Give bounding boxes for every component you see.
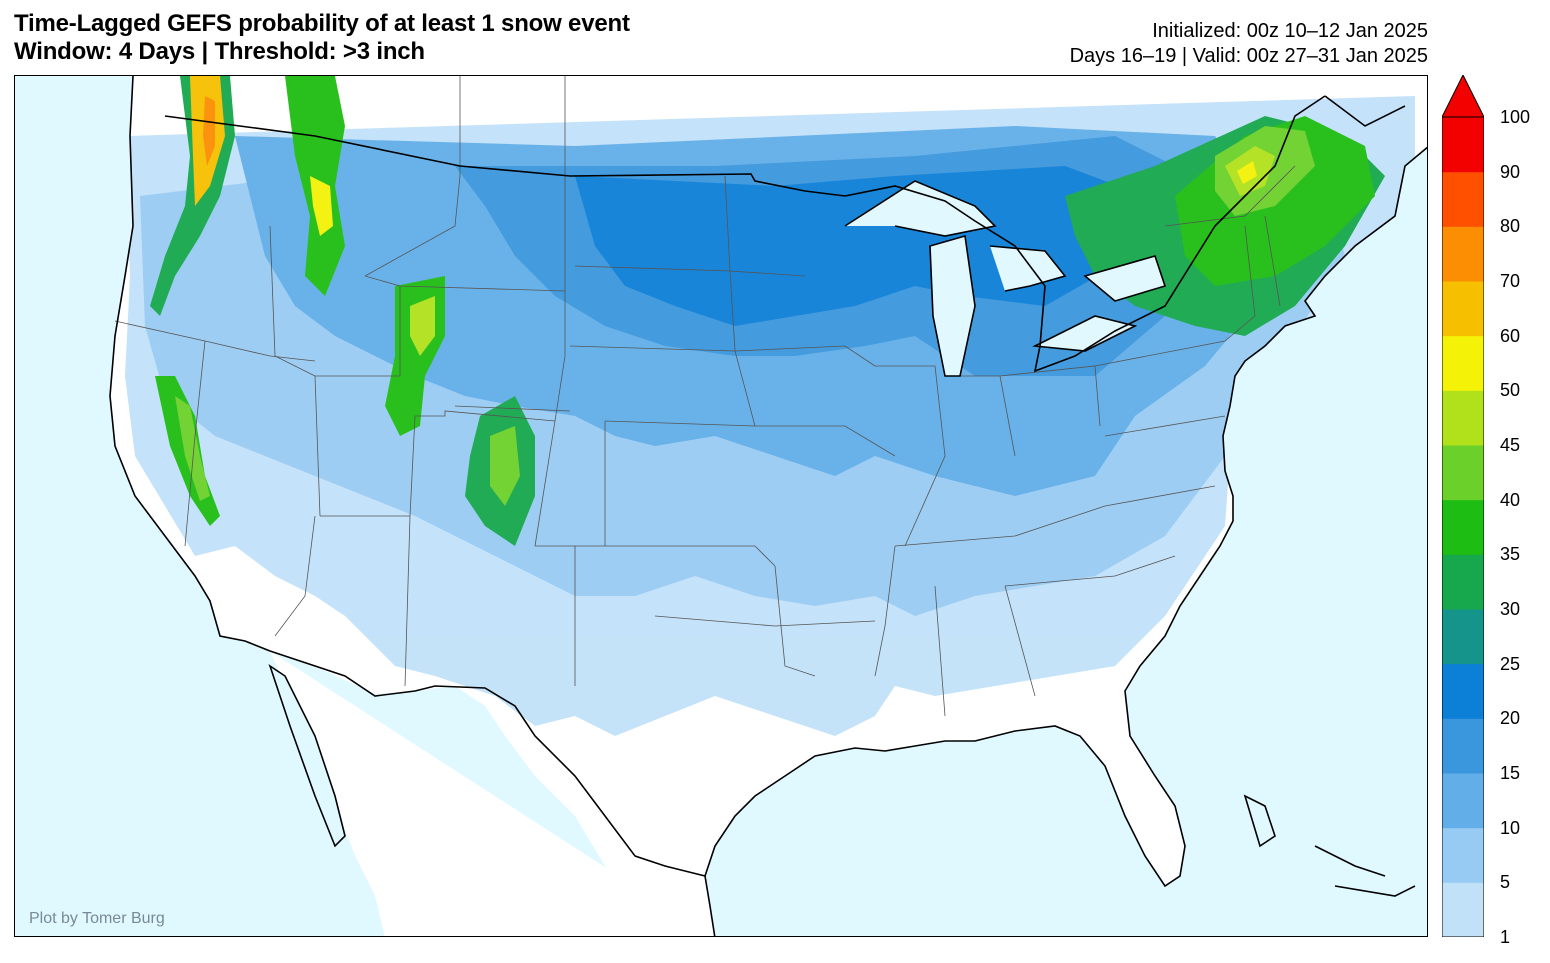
colorbar-tick-label: 15: [1500, 763, 1521, 783]
colorbar-tick-label: 80: [1500, 216, 1521, 237]
colorbar-bin: [1442, 499, 1484, 555]
colorbar-tick-label: 60: [1500, 325, 1521, 346]
colorbar-bin: [1442, 390, 1484, 446]
map-panel: Plot by Tomer Burg: [14, 75, 1428, 937]
state-lines: [114, 76, 1296, 717]
valid-text: Days 16–19 | Valid: 00z 27–31 Jan 2025: [1069, 45, 1428, 67]
colorbar-tick-label: 30: [1500, 599, 1521, 619]
map-title: Time-Lagged GEFS probability of at least…: [14, 10, 630, 37]
colorbar-tick-label: 20: [1500, 708, 1521, 729]
colorbar-tick-label: 45: [1500, 435, 1521, 455]
us-map: [15, 76, 1427, 936]
colorbar-tick-label: 5: [1500, 872, 1511, 893]
colorbar-bin: [1442, 718, 1484, 774]
colorbar-bin: [1442, 171, 1484, 227]
colorbar: [1442, 75, 1484, 937]
title-block: Time-Lagged GEFS probability of at least…: [14, 10, 630, 66]
borders-and-coast: [109, 76, 1427, 936]
colorbar-tick-label: 70: [1500, 271, 1521, 291]
colorbar-bin: [1442, 663, 1484, 719]
probability-shading: [125, 76, 1415, 736]
colorbar-bin: [1442, 882, 1484, 937]
colorbar-tick-label: 40: [1500, 489, 1521, 510]
run-info: Initialized: 00z 10–12 Jan 2025 Days 16–…: [1070, 19, 1428, 69]
colorbar-bin: [1442, 827, 1484, 883]
colorbar-extend-arrow: [1442, 75, 1484, 118]
colorbar-bin: [1442, 226, 1484, 282]
map-subtitle: Window: 4 Days | Threshold: >3 inch: [14, 38, 425, 65]
colorbar-bin: [1442, 609, 1484, 665]
ocean-masks: [15, 76, 1427, 936]
colorbar-bin: [1442, 335, 1484, 391]
colorbar-tick-label: 25: [1500, 653, 1521, 674]
colorbar-tick-label: 1: [1500, 927, 1511, 947]
colorbar-bin: [1442, 554, 1484, 610]
colorbar-bin: [1442, 773, 1484, 829]
colorbar-tick-label: 10: [1500, 817, 1521, 838]
initialized-text: Initialized: 00z 10–12 Jan 2025: [1152, 20, 1428, 42]
colorbar-bin: [1442, 445, 1484, 501]
colorbar-bin: [1442, 281, 1484, 337]
colorbar-tick-label: 100: [1500, 107, 1531, 127]
colorbar-tick-label: 50: [1500, 380, 1521, 401]
plot-credit: Plot by Tomer Burg: [29, 910, 165, 927]
colorbar-bin: [1442, 117, 1484, 173]
colorbar-tick-label: 90: [1500, 161, 1521, 182]
colorbar-tick-label: 35: [1500, 544, 1521, 565]
